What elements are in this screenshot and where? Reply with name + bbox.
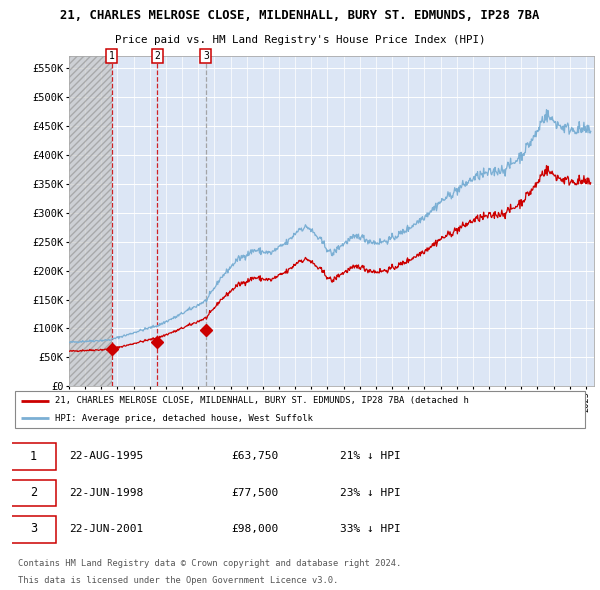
Text: £77,500: £77,500: [231, 487, 278, 497]
Text: 21% ↓ HPI: 21% ↓ HPI: [340, 451, 401, 461]
Text: This data is licensed under the Open Government Licence v3.0.: This data is licensed under the Open Gov…: [18, 576, 338, 585]
Text: 3: 3: [30, 522, 37, 535]
Text: 22-JUN-1998: 22-JUN-1998: [70, 487, 144, 497]
Bar: [69, 56, 112, 386]
Text: 1: 1: [109, 51, 115, 61]
Text: 33% ↓ HPI: 33% ↓ HPI: [340, 524, 401, 534]
Text: £63,750: £63,750: [231, 451, 278, 461]
FancyBboxPatch shape: [15, 391, 585, 428]
Text: 22-JUN-2001: 22-JUN-2001: [70, 524, 144, 534]
Text: 21, CHARLES MELROSE CLOSE, MILDENHALL, BURY ST. EDMUNDS, IP28 7BA: 21, CHARLES MELROSE CLOSE, MILDENHALL, B…: [61, 9, 539, 22]
Text: Contains HM Land Registry data © Crown copyright and database right 2024.: Contains HM Land Registry data © Crown c…: [18, 559, 401, 568]
Text: HPI: Average price, detached house, West Suffolk: HPI: Average price, detached house, West…: [55, 414, 313, 423]
Text: 23% ↓ HPI: 23% ↓ HPI: [340, 487, 401, 497]
Text: Price paid vs. HM Land Registry's House Price Index (HPI): Price paid vs. HM Land Registry's House …: [115, 35, 485, 45]
Text: 1: 1: [30, 450, 37, 463]
Text: 3: 3: [203, 51, 209, 61]
FancyBboxPatch shape: [11, 480, 56, 506]
Text: 22-AUG-1995: 22-AUG-1995: [70, 451, 144, 461]
FancyBboxPatch shape: [11, 516, 56, 543]
Text: 21, CHARLES MELROSE CLOSE, MILDENHALL, BURY ST. EDMUNDS, IP28 7BA (detached h: 21, CHARLES MELROSE CLOSE, MILDENHALL, B…: [55, 396, 469, 405]
Text: £98,000: £98,000: [231, 524, 278, 534]
Text: 2: 2: [30, 486, 37, 499]
Text: 2: 2: [154, 51, 160, 61]
FancyBboxPatch shape: [11, 444, 56, 470]
